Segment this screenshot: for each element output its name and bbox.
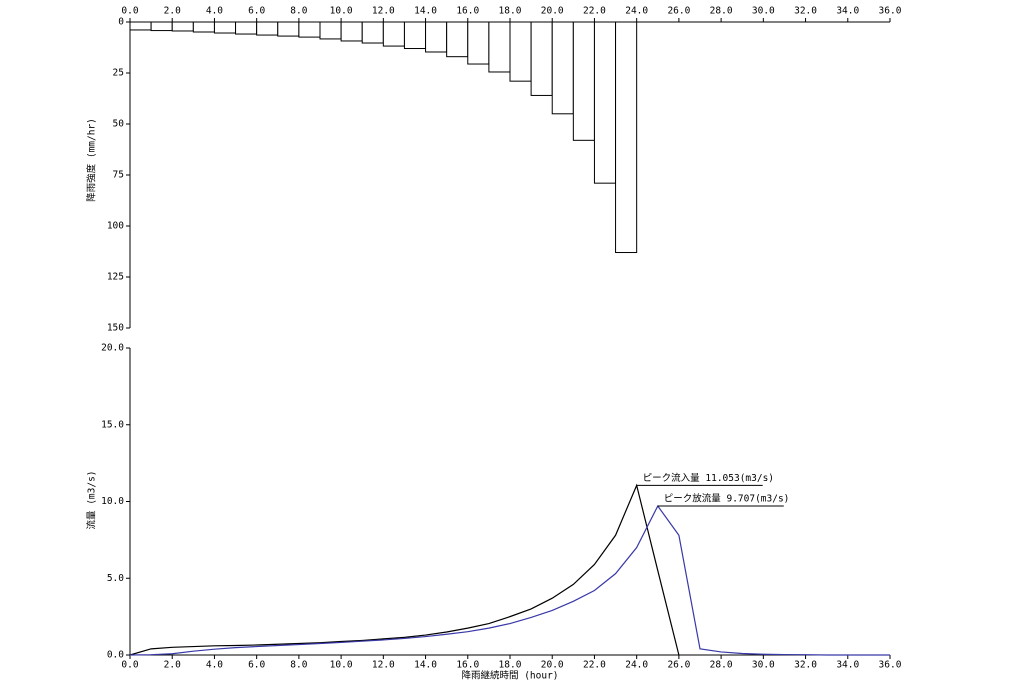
line-series — [129, 504, 890, 656]
x-tick-label: 26.0 — [667, 6, 690, 17]
x-tick-label: 6.0 — [248, 6, 265, 17]
bar — [572, 21, 595, 141]
x-tick-label: 34.0 — [836, 660, 859, 671]
x-tick-label: 16.0 — [456, 660, 479, 671]
bar — [467, 21, 490, 65]
bar — [361, 21, 384, 44]
bar — [340, 21, 363, 42]
bar — [256, 21, 279, 36]
x-tick-label: 26.0 — [667, 660, 690, 671]
x-tick-label: 18.0 — [499, 6, 522, 17]
y-axis-label: 流量 (m3/s) — [86, 470, 98, 529]
x-tick-label: 22.0 — [583, 6, 606, 17]
x-tick-label: 30.0 — [752, 660, 775, 671]
y-tick-label: 150 — [107, 323, 124, 334]
x-tick-label: 10.0 — [330, 6, 353, 17]
bar — [213, 21, 237, 34]
bar — [319, 21, 342, 40]
annotation: ピーク流入量 11.053(m3/s) — [643, 472, 774, 484]
bar — [509, 21, 532, 82]
annotation: ピーク放流量 9.707(m3/s) — [664, 492, 790, 504]
x-tick-label: 10.0 — [330, 660, 353, 671]
x-tick-label: 24.0 — [625, 6, 648, 17]
bar — [446, 21, 469, 58]
x-tick-label: 36.0 — [879, 660, 902, 671]
y-tick-label: 0 — [118, 17, 124, 28]
y-tick-label: 50 — [113, 119, 125, 130]
bar — [488, 21, 511, 73]
y-tick-label: 20.0 — [101, 343, 124, 354]
bar — [235, 21, 258, 35]
x-tick-label: 8.0 — [290, 660, 307, 671]
x-tick-label: 4.0 — [206, 660, 223, 671]
x-tick-label: 0.0 — [121, 6, 138, 17]
x-tick-label: 14.0 — [414, 660, 437, 671]
y-tick-label: 0.0 — [107, 650, 124, 661]
x-tick-label: 28.0 — [710, 6, 733, 17]
x-tick-label: 0.0 — [121, 660, 138, 671]
bar — [615, 21, 638, 254]
line-series — [129, 483, 680, 656]
x-tick-label: 12.0 — [372, 660, 395, 671]
x-tick-label: 14.0 — [414, 6, 437, 17]
x-tick-label: 8.0 — [290, 6, 307, 17]
x-tick-label: 32.0 — [794, 6, 817, 17]
bar — [298, 21, 321, 38]
x-tick-label: 16.0 — [456, 6, 479, 17]
bar — [150, 21, 173, 32]
y-tick-label: 5.0 — [107, 573, 124, 584]
y-tick-label: 125 — [107, 272, 124, 283]
bar — [530, 21, 553, 96]
y-tick-label: 25 — [113, 68, 124, 79]
y-axis-label: 降雨強度 (mm/hr) — [86, 118, 98, 202]
bar — [403, 21, 427, 50]
x-axis-label: 降雨継続時間 (hour) — [461, 670, 558, 682]
bar — [129, 21, 152, 31]
y-tick-label: 15.0 — [101, 419, 124, 430]
x-tick-label: 12.0 — [372, 6, 395, 17]
x-tick-label: 22.0 — [583, 660, 606, 671]
x-tick-label: 2.0 — [164, 6, 181, 17]
x-tick-label: 30.0 — [752, 6, 775, 17]
y-tick-label: 100 — [107, 221, 124, 232]
bar — [171, 21, 194, 32]
x-tick-label: 34.0 — [836, 6, 859, 17]
x-tick-label: 32.0 — [794, 660, 817, 671]
bar — [192, 21, 215, 33]
x-tick-label: 6.0 — [248, 660, 265, 671]
bar — [382, 21, 405, 47]
bar — [425, 21, 448, 53]
x-tick-label: 24.0 — [625, 660, 648, 671]
x-tick-label: 2.0 — [164, 660, 181, 671]
x-tick-label: 4.0 — [206, 6, 223, 17]
x-tick-label: 20.0 — [541, 6, 564, 17]
x-tick-label: 28.0 — [710, 660, 733, 671]
x-tick-label: 18.0 — [499, 660, 522, 671]
x-tick-label: 36.0 — [879, 6, 902, 17]
y-tick-label: 75 — [113, 170, 124, 181]
bar — [551, 21, 574, 115]
bar — [593, 21, 617, 184]
y-tick-label: 10.0 — [101, 496, 124, 507]
x-tick-label: 20.0 — [541, 660, 564, 671]
bar — [277, 21, 300, 37]
